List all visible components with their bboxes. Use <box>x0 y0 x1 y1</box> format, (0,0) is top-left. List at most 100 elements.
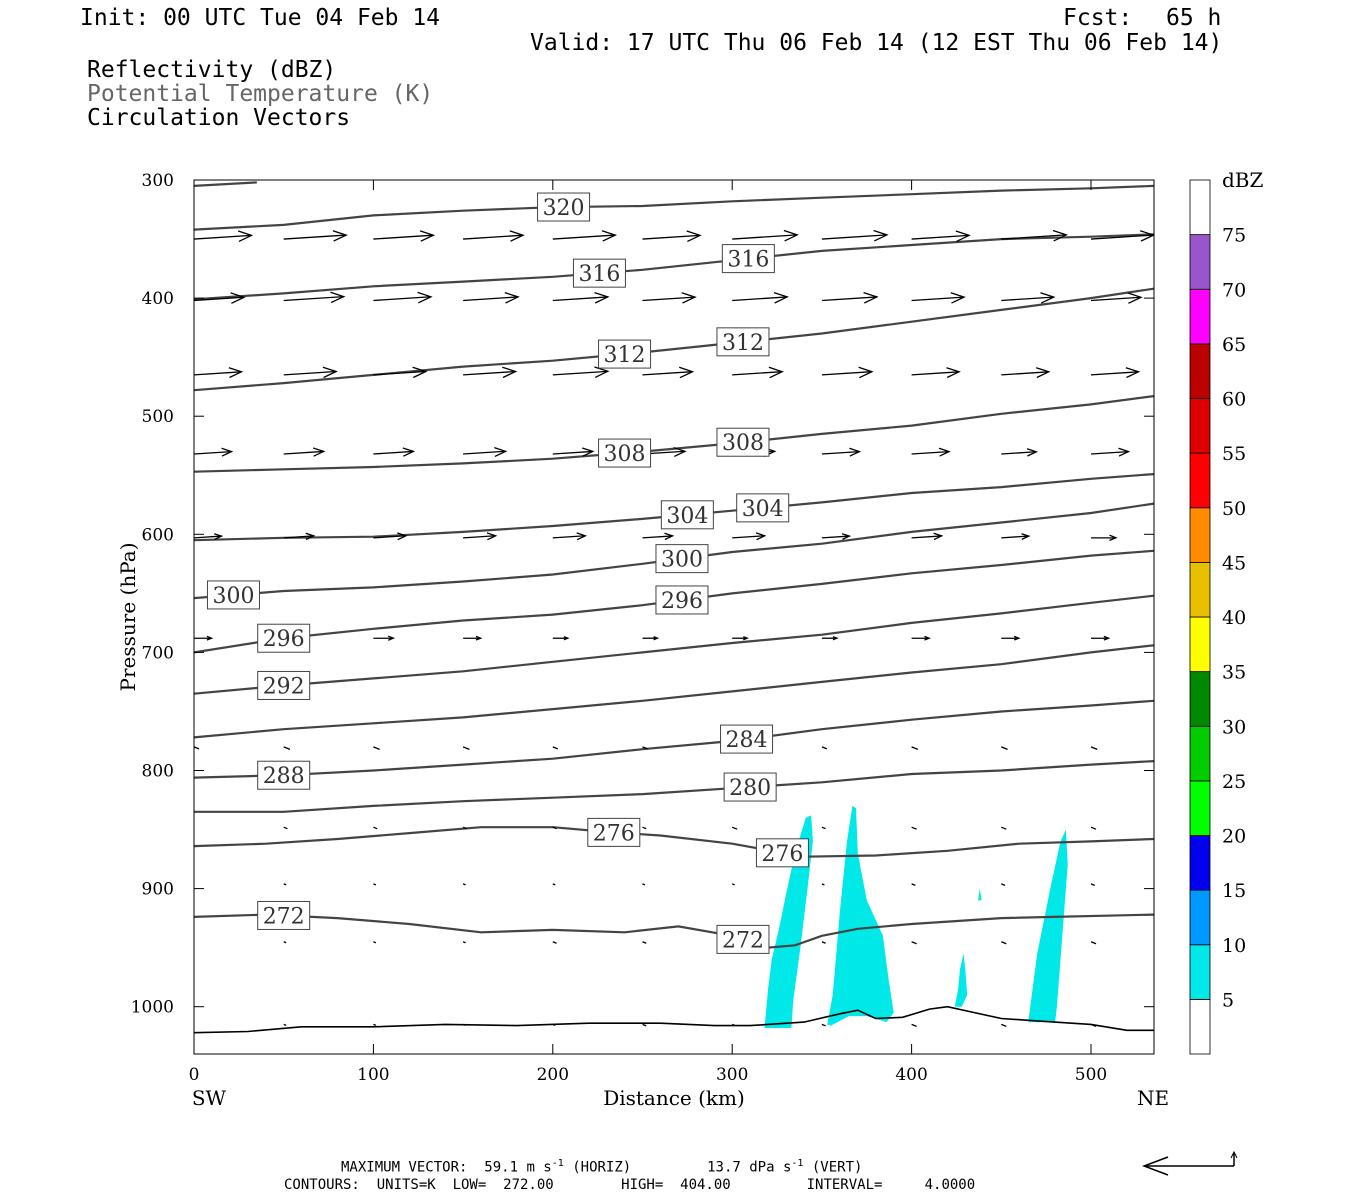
vector-shaft <box>642 941 647 944</box>
x-tick-label: 400 <box>895 1065 927 1085</box>
circulation-vector <box>283 366 338 379</box>
vector-head <box>1052 229 1069 242</box>
surface-line <box>194 1005 1154 1034</box>
circulation-vector <box>373 532 408 541</box>
circulation-vector <box>283 532 316 541</box>
vector-shaft <box>1090 234 1154 240</box>
colorbar-label: 65 <box>1222 334 1246 356</box>
vector-head <box>1013 635 1021 641</box>
colorbar-swatch <box>1189 671 1211 727</box>
circulation-vector <box>731 883 735 886</box>
field-reflectivity: Reflectivity (dBZ) <box>87 57 337 83</box>
vector-head <box>330 291 346 304</box>
vector-shaft <box>821 535 850 539</box>
vector-shaft <box>1001 941 1007 945</box>
init-time: Init: 00 UTC Tue 04 Feb 14 <box>80 5 441 31</box>
contour-label-box <box>716 327 770 357</box>
vector-shaft <box>552 296 608 302</box>
vector-shaft <box>373 535 406 539</box>
theta-contour-276 <box>194 826 1154 858</box>
contour-label-text: 276 <box>761 842 803 867</box>
contour-label-300-1: 300 <box>655 544 709 574</box>
contour-label-box <box>660 500 714 530</box>
colorbar-label: 30 <box>1222 716 1246 738</box>
circulation-vector <box>1001 229 1069 242</box>
circulation-vector <box>911 292 966 304</box>
vector-shaft <box>552 746 559 750</box>
circulation-vector <box>642 941 647 944</box>
contour-label-304-1: 304 <box>736 493 790 523</box>
circulation-vector <box>1001 941 1007 945</box>
vector-head <box>858 366 874 379</box>
vector-shaft <box>1001 371 1049 376</box>
vector-head <box>955 230 971 242</box>
vector-head <box>417 291 433 304</box>
circulation-vector <box>1001 533 1031 540</box>
colorbar-swatch <box>1189 288 1211 345</box>
circulation-vector <box>731 826 738 830</box>
vector-head <box>653 636 660 641</box>
contour-label-box <box>598 438 652 468</box>
vector-head <box>783 229 799 242</box>
vector-shaft <box>911 883 916 886</box>
vector-shaft <box>552 450 593 455</box>
vector-head <box>1035 367 1051 379</box>
vector-head <box>938 447 951 457</box>
vector-head <box>1109 534 1118 542</box>
colorbar-label: 70 <box>1222 279 1246 301</box>
vector-shaft <box>283 535 314 539</box>
vector-shaft <box>463 234 524 240</box>
contour-label-288-0: 288 <box>257 760 311 790</box>
circulation-vector <box>283 1023 287 1027</box>
contour-label-box <box>537 192 591 222</box>
circulation-vector <box>821 447 862 457</box>
circulation-vector <box>642 826 647 830</box>
plot-frame <box>193 179 1155 1055</box>
vector-shaft <box>821 234 887 240</box>
vector-shaft <box>194 296 245 302</box>
circulation-vector <box>642 292 697 304</box>
circulation-vector <box>373 230 436 242</box>
circulation-vector <box>283 447 326 457</box>
vector-head <box>1125 367 1141 379</box>
vector-head <box>743 636 749 641</box>
circulation-vector <box>552 447 595 457</box>
contour-label-box <box>736 493 790 523</box>
circulation-vector <box>462 826 468 830</box>
vector-shaft <box>283 370 337 376</box>
circulation-vector <box>821 883 825 886</box>
contour-label-text: 272 <box>263 904 305 929</box>
contour-label-text: 288 <box>263 764 305 789</box>
vector-head <box>486 532 498 541</box>
x-end-right: NE <box>1137 1086 1169 1110</box>
contour-label-box <box>598 339 652 369</box>
vector-shaft <box>552 234 616 240</box>
vector-head <box>402 447 416 457</box>
circulation-vector <box>911 883 916 886</box>
contours-info: CONTOURS: UNITS=K LOW= 272.00 HIGH= 404.… <box>284 1177 976 1193</box>
reflectivity-cell-2 <box>954 953 968 1007</box>
vector-shaft <box>821 296 877 302</box>
contour-label-272-0: 272 <box>257 900 311 930</box>
vector-head <box>228 367 244 379</box>
circulation-vector <box>552 230 618 242</box>
contour-label-text: 308 <box>722 431 764 456</box>
vector-head <box>678 366 695 379</box>
vector-head <box>681 292 697 304</box>
contour-label-text: 312 <box>604 343 646 368</box>
field-circulation-vectors: Circulation Vectors <box>87 105 351 131</box>
vector-head <box>582 447 595 457</box>
circulation-vector <box>283 826 288 830</box>
vector-shaft <box>283 941 287 944</box>
vector-head <box>673 446 687 457</box>
reflectivity-cell-3 <box>1028 829 1068 1023</box>
vector-shaft <box>194 535 222 539</box>
circulation-vector <box>1090 292 1143 304</box>
vector-shaft <box>1001 451 1037 455</box>
circulation-vector <box>821 941 826 944</box>
vector-shaft <box>373 234 434 240</box>
contour-label-316-0: 316 <box>572 258 626 288</box>
reflectivity-cell-4 <box>978 888 982 901</box>
circulation-vector <box>732 532 767 541</box>
vector-shaft <box>821 746 828 750</box>
